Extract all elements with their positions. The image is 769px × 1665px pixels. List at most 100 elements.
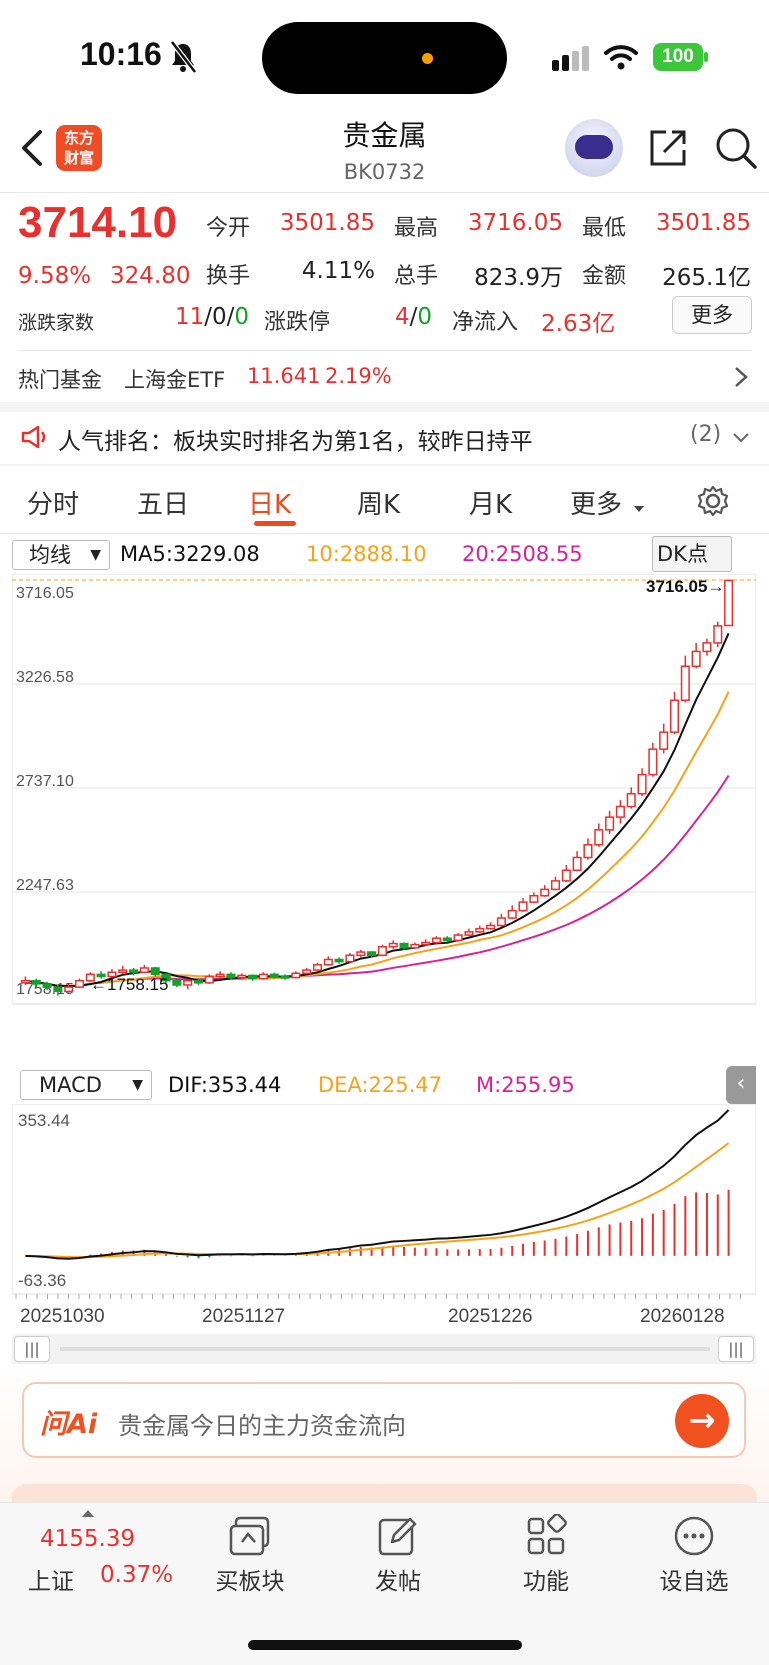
header-divider: [0, 192, 769, 193]
candle-body: [464, 931, 474, 936]
more-caret-icon: [634, 506, 644, 512]
high-value: 3716.05: [467, 210, 563, 236]
hot-fund-row[interactable]: 热门基金 上海金ETF 11.641 2.19%: [0, 352, 769, 402]
candle-body: [637, 773, 647, 795]
candle-body: [550, 880, 561, 891]
netflow-value: 2.63亿: [541, 311, 616, 337]
candle-body: [691, 650, 701, 668]
candle-body: [529, 894, 539, 903]
candle-body: [486, 924, 496, 930]
nav-add-watchlist-label: 设自选: [659, 1569, 729, 1595]
search-icon[interactable]: [714, 126, 758, 170]
quote-divider: [18, 350, 751, 351]
hot-fund-name: 上海金ETF: [124, 368, 226, 392]
dk-point-button[interactable]: DK点: [652, 536, 732, 572]
macd-chart[interactable]: 353.44 -63.36 20251030 20251127 20251226 2026…: [12, 1104, 756, 1328]
candle-body: [399, 942, 409, 949]
macd-bottom-label: -63.36: [18, 1271, 66, 1290]
candle-body: [118, 969, 128, 973]
change-percent: 9.58%: [18, 263, 92, 289]
collapse-panel-button[interactable]: ‹: [726, 1066, 756, 1104]
candle-body: [431, 937, 442, 944]
scroll-handle-right[interactable]: |||: [718, 1336, 754, 1362]
nav-functions-label: 功能: [523, 1569, 569, 1595]
indicator-select-value: 均线: [29, 543, 71, 567]
camera-indicator: [422, 53, 433, 64]
home-indicator[interactable]: [248, 1640, 522, 1650]
nav-add-watchlist[interactable]: 设自选: [644, 1510, 744, 1600]
m-value: M:255.95: [476, 1073, 575, 1097]
y-tick-label: 2247.63: [16, 877, 74, 894]
low-value: 3501.85: [655, 210, 751, 236]
ask-ai-submit-arrow-icon[interactable]: →: [675, 1394, 729, 1448]
index-value[interactable]: 4155.39: [40, 1526, 136, 1552]
share-icon[interactable]: [648, 128, 688, 168]
candle-body: [680, 665, 690, 702]
candle-body: [540, 888, 550, 897]
candle-body: [724, 579, 734, 627]
candle-body: [323, 958, 333, 966]
ask-ai-prompt: 贵金属今日的主力资金流向: [118, 1412, 406, 1440]
hot-fund-price: 11.641: [247, 364, 321, 388]
breadth-label: 涨跌家数: [18, 312, 95, 334]
high-marker-label: 3716.05→: [646, 577, 724, 596]
back-arrow-icon[interactable]: [18, 128, 44, 168]
nav-post[interactable]: 发帖: [348, 1510, 448, 1600]
change-amount: 324.80: [110, 263, 191, 289]
section-gap: [0, 402, 769, 412]
quote-more-button[interactable]: 更多: [672, 296, 752, 334]
settings-gear-icon[interactable]: [696, 484, 730, 518]
scroll-handle-left[interactable]: |||: [14, 1336, 50, 1362]
app-logo[interactable]: 东方 财富: [56, 125, 102, 171]
candle-body: [129, 969, 139, 973]
candle-body: [615, 805, 625, 818]
chevron-down-icon: [733, 433, 749, 443]
candle-body: [605, 816, 615, 831]
tab-weekly-k[interactable]: 周K: [357, 490, 401, 520]
x-tick-label: 20251127: [202, 1306, 285, 1327]
nav-functions[interactable]: 功能: [496, 1510, 596, 1600]
chevron-right-icon: [735, 367, 748, 387]
sector-code: BK0732: [343, 160, 426, 184]
candle-body: [96, 973, 106, 978]
candle-body: [42, 983, 52, 988]
candle-body: [172, 979, 182, 986]
candle-body: [312, 964, 323, 971]
page-title: 贵金属: [342, 119, 427, 152]
x-tick-label: 20260128: [640, 1306, 725, 1327]
candlestick-chart[interactable]: 3716.053226.582737.102247.631758.153716.…: [12, 574, 756, 1064]
tab-intraday[interactable]: 分时: [27, 490, 80, 520]
dea-line: [25, 1142, 730, 1259]
candle-body: [53, 986, 63, 993]
chart-range-scrollbar[interactable]: ||| |||: [12, 1334, 756, 1364]
candle-body: [713, 625, 723, 644]
index-name[interactable]: 上证: [28, 1569, 74, 1595]
low-marker-label: ←1758.15: [90, 975, 168, 994]
tab-daily-k[interactable]: 日K: [248, 490, 292, 520]
popularity-ranking-row[interactable]: 人气排名：板块实时排名为第1名，较昨日持平 (2): [0, 412, 769, 464]
ma5-value: MA5:3229.08: [120, 542, 260, 566]
ranking-count: (2): [690, 422, 722, 447]
card-peek: [12, 1484, 757, 1502]
tab-more[interactable]: 更多: [570, 490, 623, 520]
volume-label: 总手: [394, 264, 439, 289]
tab-five-day[interactable]: 五日: [137, 490, 190, 520]
ask-ai-brand: 问Ai: [40, 1409, 98, 1440]
candle-body: [356, 951, 366, 956]
candle-body: [334, 958, 344, 963]
nav-buy-sector[interactable]: 买板块: [200, 1510, 300, 1600]
tab-monthly-k[interactable]: 月K: [469, 490, 513, 520]
candle-body: [183, 979, 193, 986]
ask-ai-input[interactable]: [22, 1382, 746, 1458]
scroll-track: [60, 1347, 710, 1351]
chart-frame: [12, 574, 756, 1005]
dea-value: DEA:225.47: [318, 1073, 442, 1097]
edit-post-icon: [378, 1517, 417, 1556]
expand-caret-icon[interactable]: [82, 1510, 94, 1517]
candle-body: [269, 973, 279, 978]
index-change[interactable]: 0.37%: [100, 1562, 174, 1588]
macd-select[interactable]: MACD ▼: [20, 1070, 152, 1100]
wifi-icon: [604, 45, 638, 70]
indicator-select[interactable]: 均线 ▼: [12, 540, 110, 570]
dif-line: [25, 1109, 730, 1260]
